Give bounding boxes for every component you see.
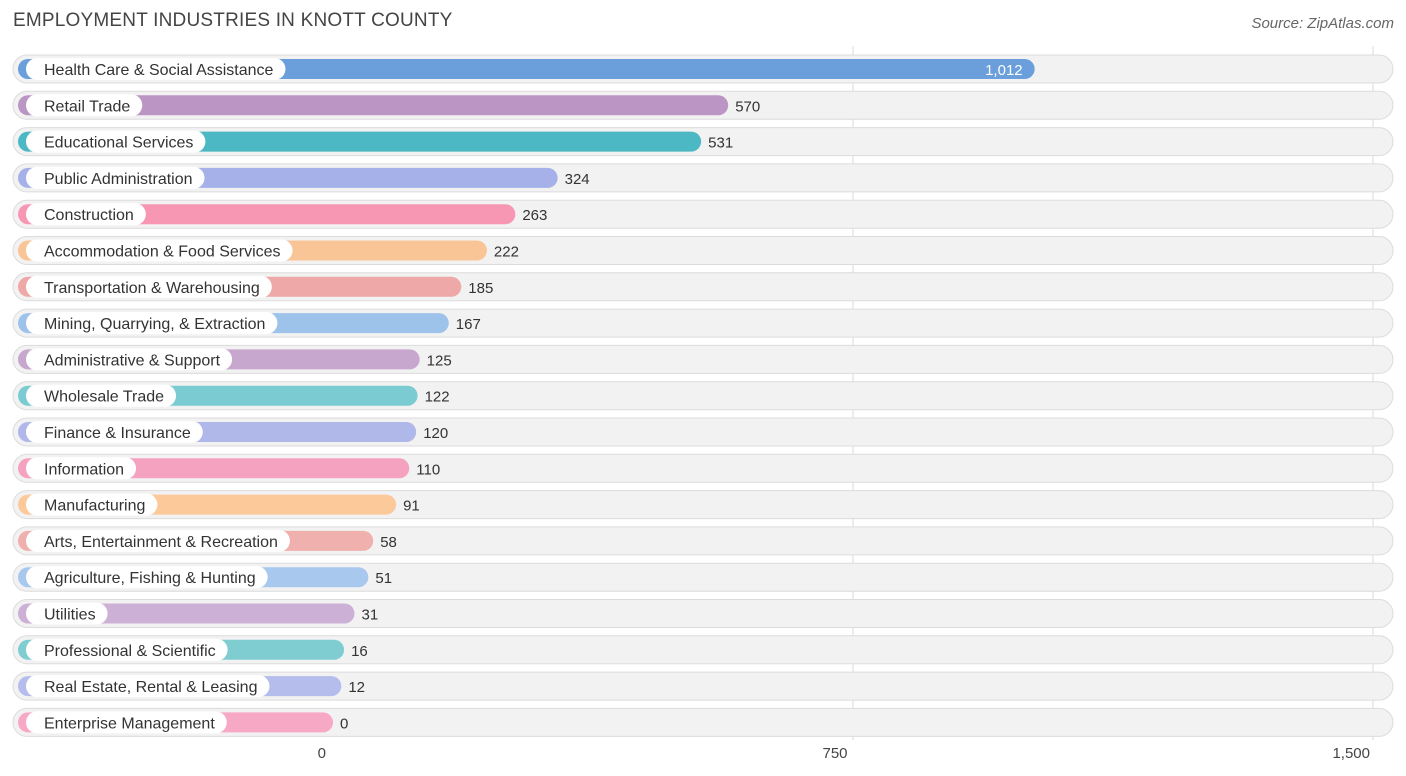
value-label: 185 (468, 280, 493, 297)
row-background (12, 599, 1394, 628)
category-label: Wholesale Trade (44, 389, 164, 406)
x-tick-label: 750 (822, 745, 847, 762)
bar-row: Arts, Entertainment & Recreation 58 (12, 526, 1394, 556)
bar-row: Utilities 31 (12, 599, 1394, 628)
bar-row: Real Estate, Rental & Leasing 12 (12, 671, 1394, 701)
value-label: 324 (565, 171, 590, 188)
category-label-background (26, 239, 293, 262)
category-label: Accommodation & Food Services (44, 244, 281, 261)
value-label: 167 (456, 316, 481, 333)
category-label-background (26, 529, 290, 552)
value-label: 125 (427, 352, 452, 369)
bar-row: Retail Trade 570 (12, 90, 1394, 120)
category-label-background (26, 711, 227, 734)
category-label-background (26, 348, 233, 371)
category-label-background (26, 94, 143, 117)
x-tick-label: 0 (318, 745, 326, 762)
value-label: 531 (708, 135, 733, 152)
value-label: 16 (351, 643, 368, 660)
bar-row: Agriculture, Fishing & Hunting 51 (12, 562, 1394, 592)
bar-row: Health Care & Social Assistance 1,012 (12, 54, 1394, 84)
x-axis-ticks: 0 750 1,500 (318, 745, 1370, 762)
category-label-background (26, 203, 146, 226)
category-label: Agriculture, Fishing & Hunting (44, 570, 256, 587)
source-note: Source: ZipAtlas.com (1251, 15, 1394, 32)
value-label: 12 (348, 679, 365, 696)
bar-row: Administrative & Support 125 (12, 344, 1394, 374)
x-tick-label: 1,500 (1332, 745, 1370, 762)
category-label-background (26, 566, 268, 589)
value-label: 0 (340, 715, 348, 732)
category-label: Manufacturing (44, 498, 145, 515)
category-label: Utilities (44, 607, 96, 624)
row-background (12, 671, 1394, 701)
bar-row: Public Administration 324 (12, 163, 1394, 193)
bar-row: Transportation & Warehousing 185 (12, 272, 1394, 302)
category-label: Health Care & Social Assistance (44, 62, 274, 79)
bar-rows: Health Care & Social Assistance 1,012 Reta… (12, 54, 1394, 737)
category-label: Public Administration (44, 171, 193, 188)
bar-row: Enterprise Management 0 (12, 707, 1394, 737)
value-label: 1,012 (985, 62, 1023, 79)
category-label-background (26, 384, 177, 407)
category-label: Educational Services (44, 135, 193, 152)
category-label: Enterprise Management (44, 715, 215, 732)
category-label: Arts, Entertainment & Recreation (44, 534, 278, 551)
category-label-background (26, 58, 286, 80)
category-label-background (26, 275, 272, 298)
row-background (12, 635, 1394, 665)
category-label: Mining, Quarrying, & Extraction (44, 316, 265, 333)
bar-row: Mining, Quarrying, & Extraction 167 (12, 308, 1394, 338)
bar-row: Manufacturing 91 (12, 490, 1394, 520)
bar-row: Educational Services 531 (12, 127, 1394, 157)
bar-row: Professional & Scientific 16 (12, 635, 1394, 665)
value-label: 110 (416, 461, 440, 478)
category-label-background (26, 602, 108, 625)
value-label: 570 (735, 98, 760, 115)
category-label-background (26, 130, 206, 153)
value-label: 120 (423, 425, 448, 442)
value-label: 91 (403, 498, 420, 515)
bar-row: Construction 263 (12, 199, 1394, 229)
category-label: Administrative & Support (44, 352, 221, 369)
value-label: 263 (522, 207, 547, 224)
category-label: Retail Trade (44, 98, 130, 115)
category-label-background (26, 675, 270, 698)
category-label-background (26, 638, 228, 661)
bar-row: Accommodation & Food Services 222 (12, 236, 1394, 265)
category-label: Finance & Insurance (44, 425, 191, 442)
value-label: 222 (494, 244, 519, 261)
category-label: Professional & Scientific (44, 643, 216, 660)
category-label: Transportation & Warehousing (44, 280, 260, 297)
bar (18, 95, 729, 116)
category-label-background (26, 312, 278, 335)
category-label: Information (44, 461, 124, 478)
value-label: 122 (425, 389, 450, 406)
category-label-background (26, 421, 203, 443)
category-label: Real Estate, Rental & Leasing (44, 679, 257, 696)
chart-title: EMPLOYMENT INDUSTRIES IN KNOTT COUNTY (13, 10, 453, 31)
value-label: 58 (380, 534, 397, 551)
bar-row: Wholesale Trade 122 (12, 381, 1394, 411)
row-background (12, 707, 1394, 737)
value-label: 31 (361, 607, 378, 624)
category-label: Construction (44, 207, 134, 224)
category-label-background (26, 493, 158, 516)
bar-row: Information 110 (12, 453, 1394, 483)
category-label-background (26, 457, 137, 480)
category-label-background (26, 166, 205, 189)
value-label: 51 (375, 570, 392, 587)
bar-row: Finance & Insurance 120 (12, 417, 1394, 447)
